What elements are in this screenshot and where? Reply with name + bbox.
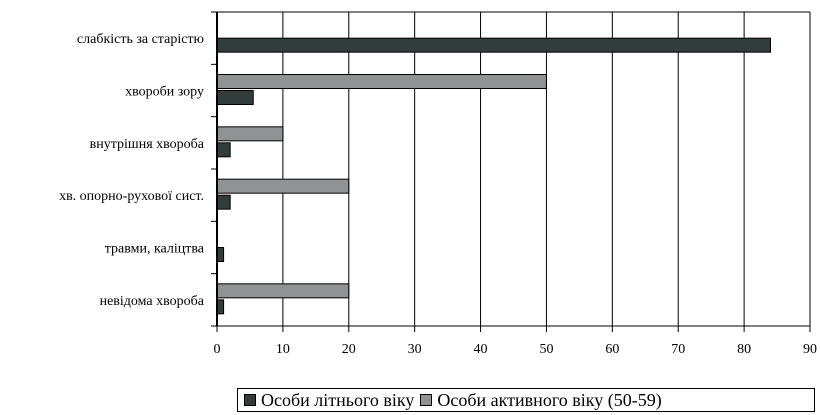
category-label: травми, каліцтва (105, 242, 205, 257)
x-tick-label: 60 (605, 342, 619, 357)
labels: 0 10 20 30 40 50 60 70 80 90 слабкість за старістю… (59, 32, 817, 357)
legend-item-active: Особи активного віку (50-59) (420, 389, 662, 411)
category-label: слабкість за старістю (77, 32, 204, 47)
x-tick-label: 80 (737, 342, 751, 357)
x-tick-label: 70 (671, 342, 685, 357)
bar-active (216, 178, 350, 194)
category-label: хвороби зору (125, 85, 204, 100)
bar-chart: 0 10 20 30 40 50 60 70 80 90 слабкість за старістю… (59, 11, 817, 357)
bar-elderly (216, 194, 231, 210)
x-tick-label: 10 (276, 342, 290, 357)
bar-elderly (216, 142, 231, 158)
bar-active (216, 74, 547, 89)
bar-active (216, 126, 284, 142)
x-tick-label: 30 (408, 342, 422, 357)
bar-elderly (216, 37, 771, 53)
x-tick-label: 20 (342, 342, 356, 357)
axes (211, 11, 811, 332)
category-label: хв. опорно-рухової сист. (59, 189, 204, 204)
x-tick-label: 90 (803, 342, 817, 357)
legend-label-active: Особи активного віку (50-59) (437, 389, 662, 410)
bar-elderly (216, 90, 254, 105)
bar-active (216, 283, 350, 299)
x-tick-label: 40 (474, 342, 488, 357)
legend-swatch-active (420, 394, 433, 406)
legend: Особи літнього віку Особи активного віку… (237, 388, 815, 412)
category-label: невідома хвороба (100, 294, 205, 309)
legend-item-elderly: Особи літнього віку (244, 390, 414, 411)
legend-swatch-elderly (244, 394, 256, 406)
category-label: внутрішня хвороба (90, 137, 205, 152)
legend-label-elderly: Особи літнього віку (261, 389, 415, 410)
bars (216, 37, 771, 315)
gridlines (282, 12, 811, 326)
x-tick-label: 0 (214, 342, 221, 357)
x-tick-label: 50 (539, 342, 553, 357)
